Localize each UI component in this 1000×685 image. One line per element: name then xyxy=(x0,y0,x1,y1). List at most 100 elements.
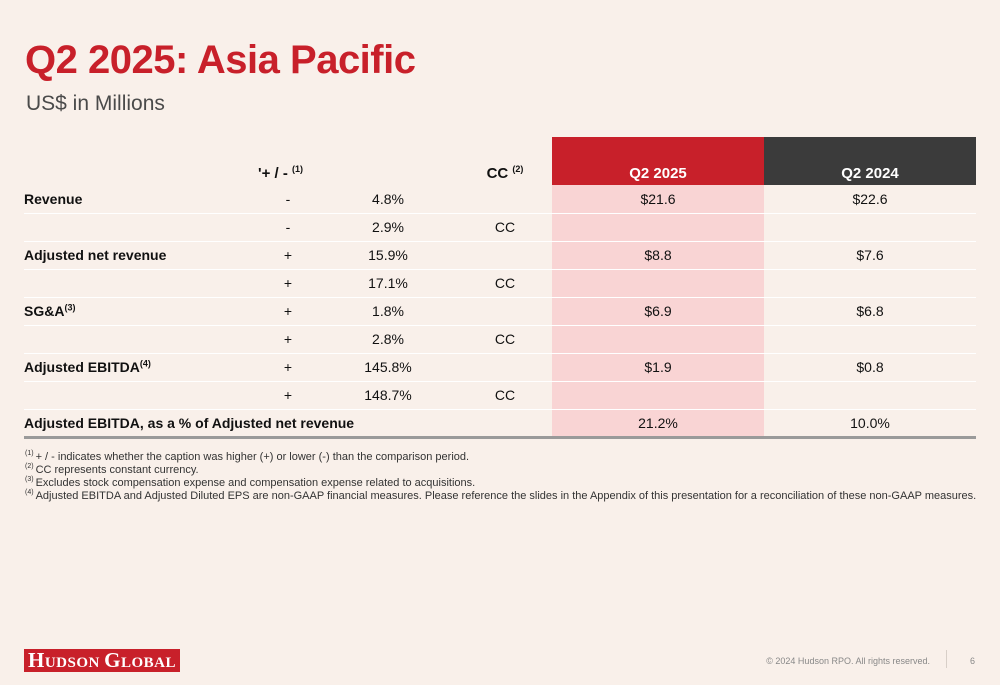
row-sign-text: + xyxy=(283,387,293,403)
logo-letter-g: G xyxy=(104,648,121,672)
row-cc: CC xyxy=(458,325,552,354)
row-q2-2025-text: $8.8 xyxy=(644,247,672,263)
footnote-mark: (4) xyxy=(25,489,34,497)
row-cc-text: CC xyxy=(494,219,516,235)
row-label xyxy=(24,213,258,242)
table-row: Adjusted EBITDA(4) +145.8% $1.9 $0.8 xyxy=(24,353,976,382)
row-percent-change: 17.1% xyxy=(318,269,458,298)
footnote-mark: (2) xyxy=(25,463,34,471)
row-percent-change-text: 4.8% xyxy=(372,190,404,207)
row-sign-text: + xyxy=(283,275,293,291)
row-q2-2024 xyxy=(764,381,976,410)
row-q2-2025 xyxy=(552,269,764,298)
footnote: (3) Excludes stock compensation expense a… xyxy=(25,476,976,490)
row-q2-2024: $7.6 xyxy=(764,241,976,270)
row-label-sup: (3) xyxy=(64,302,76,313)
row-label xyxy=(24,269,258,298)
footnote-text: Adjusted EBITDA and Adjusted Diluted EPS… xyxy=(35,490,977,502)
row-sign-text: + xyxy=(283,303,293,319)
row-sign-text: + xyxy=(283,331,293,347)
row-label-text: Adjusted net revenue xyxy=(24,247,167,263)
row-q2-2024-text: $6.8 xyxy=(856,303,884,319)
row-q2-2025-text: $1.9 xyxy=(644,359,672,375)
row-sign-text: - xyxy=(285,190,291,207)
table-row: Adjusted EBITDA, as a % of Adjusted net … xyxy=(24,409,976,439)
row-percent-change: 2.8% xyxy=(318,325,458,354)
row-q2-2025-text: 21.2% xyxy=(638,414,678,431)
header-cc-sup: (2) xyxy=(512,164,524,174)
row-label: Revenue xyxy=(24,185,258,214)
row-cc xyxy=(458,353,552,382)
footnote-text: Excludes stock compensation expense and … xyxy=(35,477,476,489)
row-percent-change-text: 145.8% xyxy=(364,359,412,375)
row-label: Adjusted EBITDA, as a % of Adjusted net … xyxy=(24,409,458,439)
row-percent-change: 2.9% xyxy=(318,213,458,242)
footnote: (2) CC represents constant currency. xyxy=(25,463,976,477)
row-q2-2024-text: $22.6 xyxy=(852,190,888,207)
row-q2-2025 xyxy=(552,381,764,410)
header-label-spacer xyxy=(24,137,258,185)
row-sign: + xyxy=(258,269,318,298)
footer-divider xyxy=(946,650,947,668)
page-title: Q2 2025: Asia Pacific xyxy=(25,38,416,82)
row-q2-2024: 10.0% xyxy=(764,409,976,439)
row-q2-2025: $21.6 xyxy=(552,185,764,214)
row-cc xyxy=(458,241,552,270)
row-sign: + xyxy=(258,353,318,382)
header-cc: CC (2) xyxy=(458,137,552,185)
table-header-row: '+ / - (1) CC (2) Q2 2025 Q2 2024 xyxy=(24,137,976,185)
row-label-text: SG&A xyxy=(24,303,65,319)
row-sign: - xyxy=(258,213,318,242)
row-percent-change-text: 2.8% xyxy=(372,331,404,347)
footnote: (4) Adjusted EBITDA and Adjusted Diluted … xyxy=(25,489,977,503)
hudson-global-logo: HUDSON GLOBAL xyxy=(24,649,180,672)
row-cc-text: CC xyxy=(494,331,516,347)
row-cc xyxy=(458,409,552,439)
table-row: Revenue - 4.8% $21.6 $22.6 xyxy=(24,185,976,214)
row-q2-2025: 21.2% xyxy=(552,409,764,439)
row-label xyxy=(24,325,258,354)
row-q2-2024-text: 10.0% xyxy=(850,414,890,431)
row-q2-2025: $1.9 xyxy=(552,353,764,382)
row-cc: CC xyxy=(458,381,552,410)
row-label: SG&A(3) xyxy=(24,297,258,326)
footnote: (1) + / - indicates whether the caption w… xyxy=(25,450,976,464)
header-plus-minus-text: '+ / - xyxy=(258,165,288,182)
row-sign: + xyxy=(258,241,318,270)
header-plus-minus: '+ / - (1) xyxy=(258,137,318,185)
row-sign: + xyxy=(258,325,318,354)
row-percent-change-text: 1.8% xyxy=(372,303,404,319)
row-label-sup: (4) xyxy=(139,358,151,369)
row-percent-change-text: 2.9% xyxy=(372,219,404,235)
row-percent-change: 15.9% xyxy=(318,241,458,270)
row-sign-text: + xyxy=(283,247,293,263)
row-q2-2024: $6.8 xyxy=(764,297,976,326)
row-sign-text: - xyxy=(285,219,291,235)
header-q2-2025: Q2 2025 xyxy=(552,137,764,185)
table-row: SG&A(3) +1.8% $6.9 $6.8 xyxy=(24,297,976,326)
row-q2-2025: $8.8 xyxy=(552,241,764,270)
row-percent-change: 145.8% xyxy=(318,353,458,382)
footnote-text: CC represents constant currency. xyxy=(35,464,199,476)
row-q2-2025-text: $6.9 xyxy=(644,303,672,319)
row-cc-text: CC xyxy=(494,275,516,291)
footnote-text: + / - indicates whether the caption was … xyxy=(35,451,470,463)
row-q2-2025 xyxy=(552,325,764,354)
row-percent-change: 4.8% xyxy=(318,185,458,214)
row-sign: - xyxy=(258,185,318,214)
header-plus-minus-sup: (1) xyxy=(292,164,303,174)
row-q2-2024: $22.6 xyxy=(764,185,976,214)
logo-letter-h: H xyxy=(28,648,45,672)
row-q2-2024-text: $0.8 xyxy=(856,359,884,375)
table-row: +2.8% CC xyxy=(24,325,976,354)
row-percent-change: 148.7% xyxy=(318,381,458,410)
page-number: 6 xyxy=(970,656,976,666)
row-percent-change: 1.8% xyxy=(318,297,458,326)
row-label: Adjusted EBITDA(4) xyxy=(24,353,258,382)
table-row: - 2.9% CC xyxy=(24,213,976,242)
row-q2-2025-text: $21.6 xyxy=(640,190,676,207)
row-percent-change-text: 15.9% xyxy=(368,247,408,263)
row-q2-2024 xyxy=(764,269,976,298)
row-percent-change-text: 148.7% xyxy=(364,387,412,403)
row-sign: + xyxy=(258,297,318,326)
